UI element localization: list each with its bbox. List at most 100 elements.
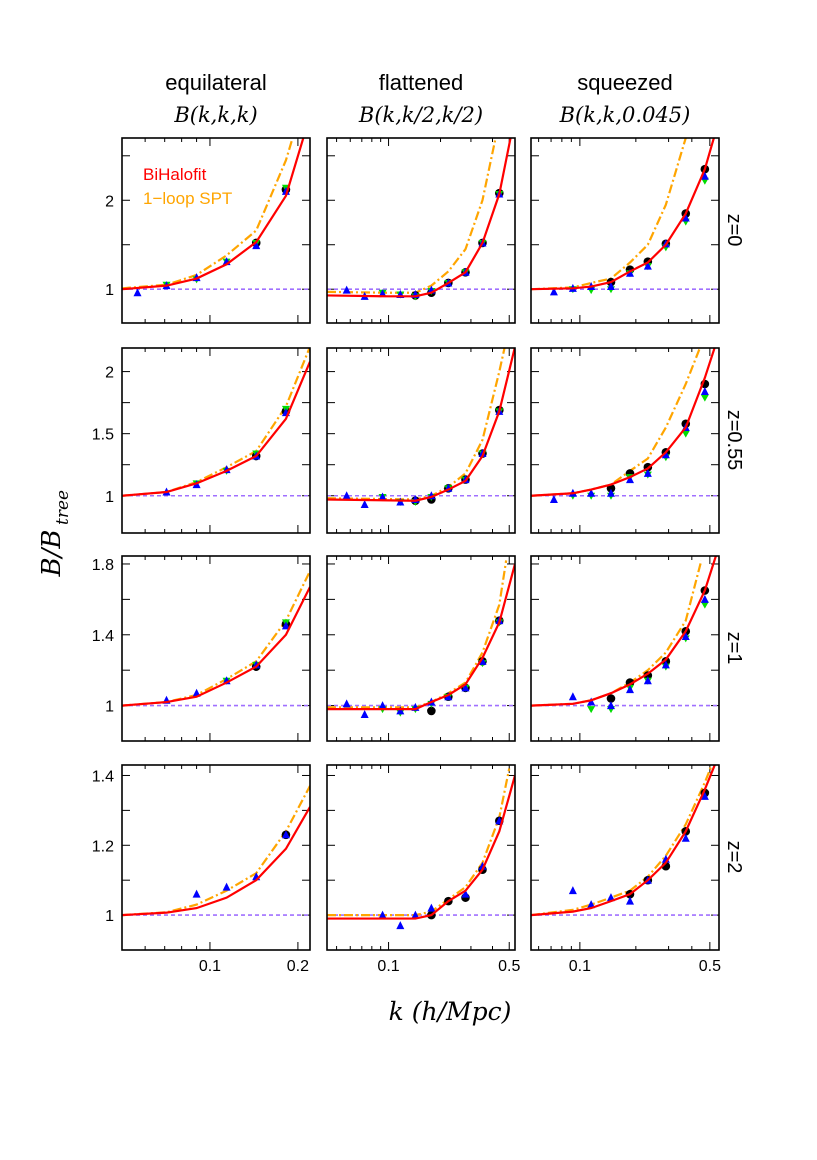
point-blue-triangle — [549, 287, 558, 296]
bihalofit-line — [327, 348, 515, 502]
spt-line — [531, 560, 703, 707]
point-blue-triangle — [360, 499, 369, 508]
spt-line — [531, 138, 687, 291]
point-blue-triangle — [222, 882, 231, 891]
spt-line — [122, 348, 310, 497]
point-blue-triangle — [587, 697, 596, 706]
row-label-z2: z=2 — [723, 841, 745, 874]
x-tick-label: 0.1 — [569, 958, 591, 975]
point-blue-triangle — [625, 268, 634, 277]
point-blue-triangle — [643, 676, 652, 685]
plot-area — [327, 348, 515, 508]
bihalofit-line — [122, 138, 305, 291]
panel-frame — [530, 347, 720, 534]
point-black-circle — [427, 706, 436, 716]
panel-squeezed-z055 — [530, 347, 720, 534]
point-blue-triangle — [252, 241, 261, 250]
panel-squeezed-z1 — [530, 555, 720, 742]
point-blue-triangle — [342, 285, 351, 294]
point-blue-triangle — [681, 833, 690, 842]
row-label-z1: z=1 — [723, 632, 745, 665]
x-axis-label: k (h/Mpc) — [389, 997, 512, 1026]
y-tick-label: 1.2 — [92, 838, 114, 855]
plot-area — [531, 556, 719, 714]
bihalofit-line — [327, 138, 512, 298]
panel-frame — [530, 764, 720, 951]
panel-frame — [326, 137, 516, 324]
axis-ticks — [531, 556, 719, 741]
panel-equilateral-z1: 1 1.4 1.8 — [92, 555, 311, 742]
point-blue-triangle — [643, 468, 652, 477]
point-blue-triangle — [681, 632, 690, 641]
panel-frame — [530, 555, 720, 742]
bihalofit-line — [531, 556, 718, 707]
plot-area — [327, 138, 515, 301]
point-blue-triangle — [396, 706, 405, 715]
axis-ticks — [327, 348, 515, 533]
spt-line — [122, 785, 310, 917]
x-tick-label: 0.5 — [699, 958, 721, 975]
row-label-z055: z=0.55 — [723, 410, 745, 471]
panel-equilateral-z2: 1 1.2 1.4 0.1 0.2 — [92, 764, 311, 975]
panel-flattened-z055 — [326, 347, 516, 534]
y-tick-label: 1 — [105, 489, 114, 506]
point-blue-triangle — [396, 921, 405, 930]
plot-area — [122, 570, 310, 707]
panel-frame — [326, 347, 516, 534]
y-tick-label: 1.4 — [92, 628, 114, 645]
x-tick-label: 0.2 — [287, 958, 309, 975]
point-blue-triangle — [700, 171, 709, 180]
point-blue-triangle — [568, 692, 577, 701]
point-blue-triangle — [700, 791, 709, 800]
point-blue-triangle — [133, 288, 142, 297]
panel-frame — [326, 764, 516, 951]
spt-line — [327, 138, 497, 294]
point-blue-triangle — [378, 910, 387, 919]
legend-bihalofit: BiHalofit — [143, 165, 207, 184]
y-tick-label: 1.4 — [92, 768, 114, 785]
panel-flattened-z1 — [326, 555, 516, 742]
point-blue-triangle — [643, 261, 652, 270]
y-tick-label: 1 — [105, 908, 114, 925]
y-tick-label: 2 — [105, 193, 114, 210]
y-tick-label: 1 — [105, 699, 114, 716]
panel-frame — [121, 555, 311, 742]
x-tick-label: 0.1 — [377, 958, 399, 975]
panel-flattened-z0 — [326, 137, 516, 324]
x-tick-label: 0.1 — [199, 958, 221, 975]
column-title-equilateral: equilateral — [165, 70, 267, 95]
plot-area — [122, 785, 310, 917]
panel-equilateral-z0: 12 — [105, 137, 311, 324]
point-blue-triangle — [700, 386, 709, 395]
legend-1-loop-spt: 1−loop SPT — [143, 189, 232, 208]
bihalofit-line — [531, 138, 715, 291]
point-blue-triangle — [606, 488, 615, 497]
point-blue-triangle — [281, 830, 290, 839]
point-blue-triangle — [568, 886, 577, 895]
spt-line — [327, 768, 511, 917]
panel-frame — [530, 137, 720, 324]
axis-ticks — [327, 138, 515, 323]
point-blue-triangle — [625, 685, 634, 694]
point-blue-triangle — [700, 594, 709, 603]
spt-line — [122, 138, 294, 290]
bihalofit-line — [122, 586, 310, 707]
panel-frame — [121, 764, 311, 951]
row-label-z0: z=0 — [723, 214, 745, 247]
y-tick-label: 1.5 — [92, 427, 114, 444]
axis-ticks — [122, 348, 310, 533]
point-green-triangle — [700, 394, 709, 402]
point-blue-triangle — [444, 692, 453, 701]
point-blue-triangle — [587, 900, 596, 909]
y-axis-label-main: B/B — [37, 530, 67, 578]
column-title-flattened: flattened — [379, 70, 463, 95]
point-blue-triangle — [625, 896, 634, 905]
spt-line — [327, 560, 508, 709]
y-tick-label: 1.8 — [92, 557, 114, 574]
spt-line — [327, 348, 506, 501]
bihalofit-line — [122, 806, 310, 917]
spt-line — [531, 348, 702, 497]
point-blue-triangle — [411, 910, 420, 919]
